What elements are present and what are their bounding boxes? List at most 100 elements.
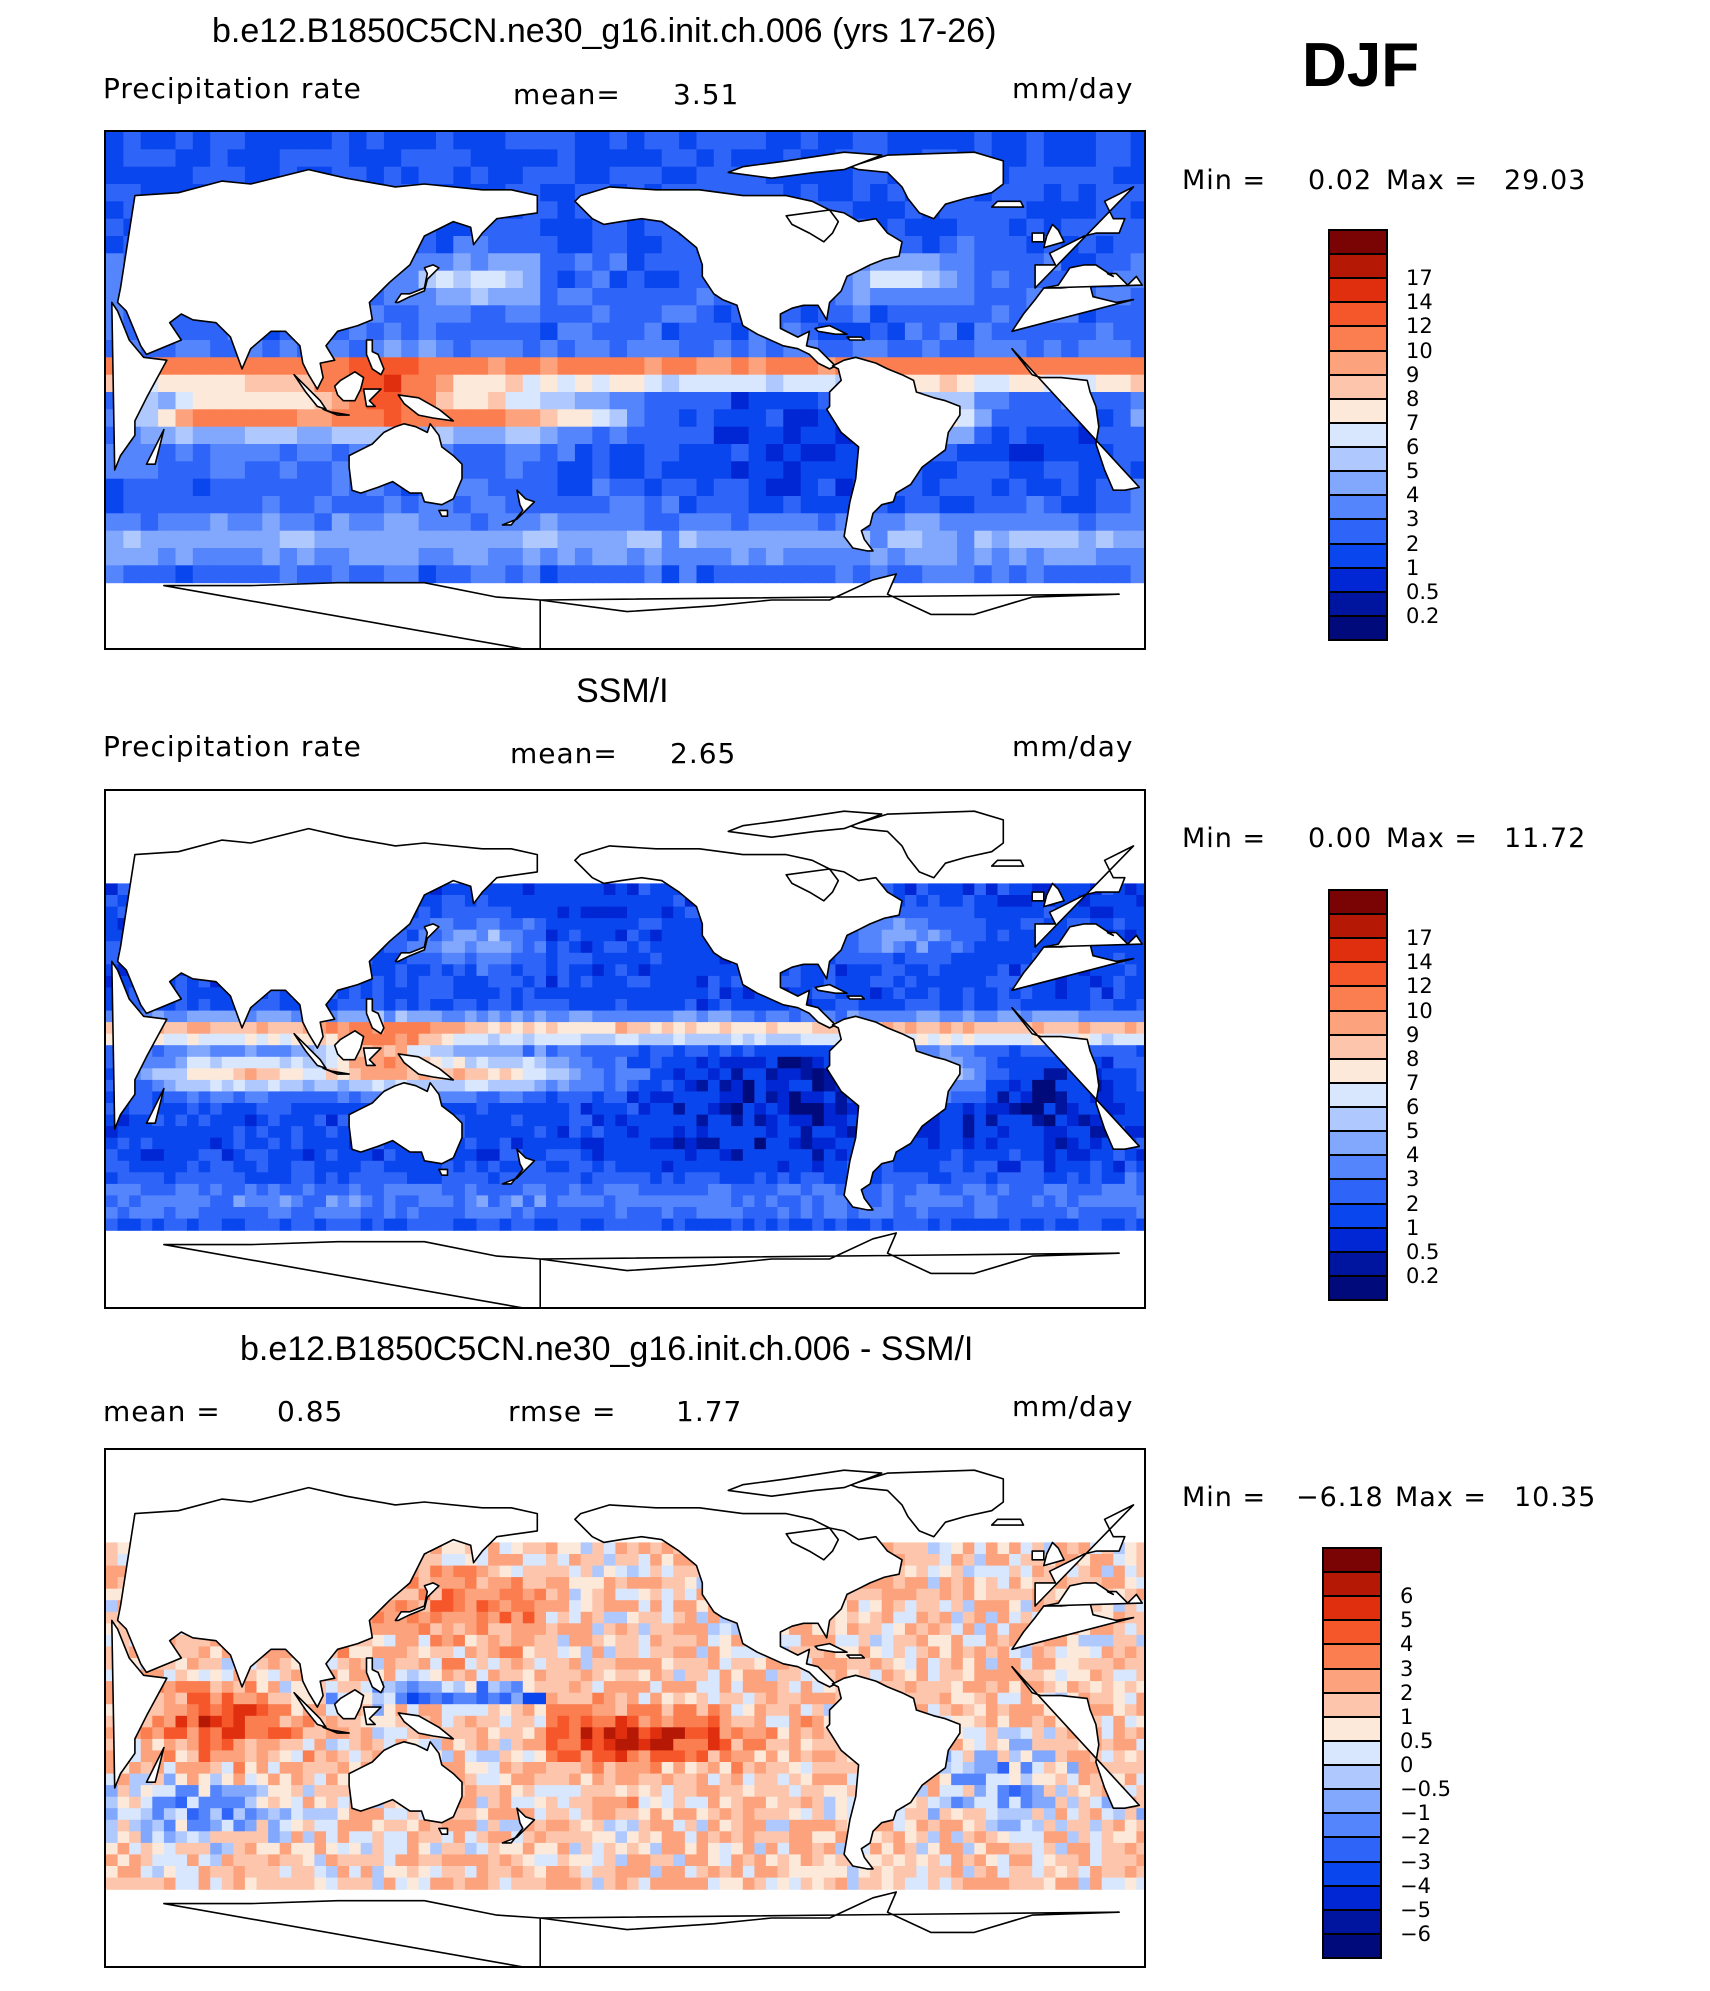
map-cell [534,1137,547,1150]
map-cell [684,929,698,942]
map-cell [991,409,1010,428]
map-cell [789,1091,802,1104]
map-cell [1090,1114,1103,1127]
map-cell [592,461,611,480]
map-cell [106,1565,119,1578]
coastline [394,923,440,963]
map-cell [684,1588,698,1601]
map-cell [1026,548,1045,566]
map-cell [1032,906,1045,919]
map-cell [951,895,964,908]
map-cell [661,1577,674,1590]
map-cell [957,374,975,393]
map-cell [592,1218,605,1231]
map-cell [777,1103,790,1116]
map-cell [939,530,958,549]
map-cell [719,1045,732,1058]
map-cell [1124,1091,1137,1104]
map-cell [470,548,489,566]
map-cell [1026,166,1045,185]
map-cell [1101,1218,1114,1231]
map-cell [870,201,889,220]
map-cell [603,1126,616,1139]
map-cell [644,357,663,376]
map-cell [638,952,651,965]
map-cell [1061,530,1080,549]
map-cell [557,906,570,919]
map-cell [175,478,194,497]
map-cell [951,1160,964,1173]
map-cell [939,1600,952,1613]
map-cell [488,895,501,908]
map-cell [1078,1160,1091,1173]
map-cell [1078,1103,1091,1116]
map-cell [962,1588,975,1601]
map-cell [210,461,229,480]
map-cell [684,1600,698,1613]
map-cell [823,1172,836,1185]
map-cell [175,166,194,185]
map-cell [1090,1172,1103,1185]
map-cell [163,1056,177,1069]
map-cell [985,1160,999,1173]
map-cell [615,952,628,965]
map-cell [129,1207,142,1220]
map-cell [748,444,767,462]
map-cell [754,1218,767,1231]
map-cell [192,478,211,497]
map-cell [331,357,350,376]
map-cell [627,1195,640,1208]
map-cell [430,1554,443,1567]
map-cell [708,1103,721,1116]
coastline [785,209,840,243]
map-cell [951,1137,964,1150]
map-cell [1113,340,1132,358]
map-cell [991,444,1010,462]
map-cell [522,461,541,480]
map-cell [1020,1207,1033,1220]
map-cell [893,1160,906,1173]
map-cell [661,1010,674,1023]
map-cell [922,253,941,272]
map-cell [592,1207,605,1220]
map-cell [1101,1045,1114,1058]
map-cell [534,918,547,931]
map-cell [505,565,524,584]
map-cell [1020,1103,1033,1116]
map-cell [268,1033,281,1046]
map-cell [991,288,1010,306]
map-cell [962,1565,975,1578]
map-cell [962,1160,975,1173]
map-cell [765,1091,779,1104]
map-cell [603,1103,616,1116]
map-cell [279,1160,292,1173]
map-cell [407,1022,420,1035]
map-cell [974,236,993,254]
map-cell [957,288,975,306]
map-cell [765,999,779,1012]
map-cell [939,1126,952,1139]
map-cell [1113,236,1132,254]
map-cell [1136,1172,1144,1185]
map-cell [464,1207,478,1220]
map-cell [1009,444,1028,462]
map-cell [904,975,918,989]
map-cell [464,918,478,931]
map-cell [407,1195,420,1208]
map-cell [951,1091,964,1104]
map-cell [1026,426,1045,445]
map-cell [684,1160,698,1173]
map-cell [742,1114,755,1127]
map-cell [823,1091,836,1104]
map-cell [974,357,993,376]
colorbar-swatch [1328,962,1388,987]
map-cell [661,1068,674,1081]
map-cell [488,1137,501,1150]
map-cell [974,253,993,272]
map-cell [962,1022,975,1035]
map-cell [609,530,628,549]
map-cell [534,1207,547,1220]
map-cell [1067,1149,1080,1162]
map-cell [870,270,889,289]
map-cell [852,340,871,358]
